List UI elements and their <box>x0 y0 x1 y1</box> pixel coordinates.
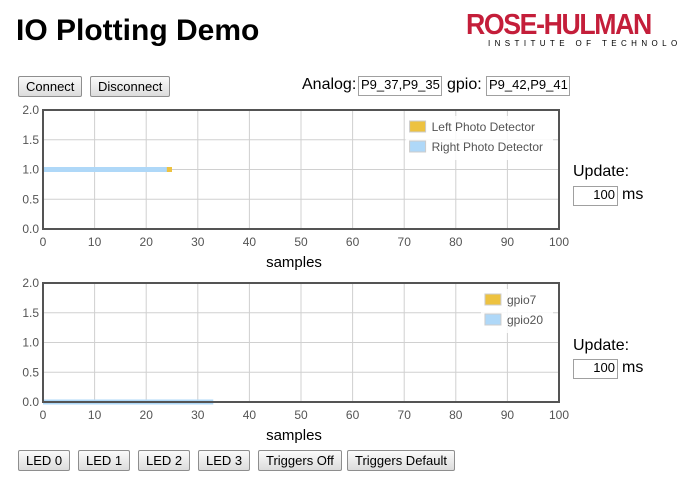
chart1-legend-label-1: Left Photo Detector <box>432 120 535 134</box>
gpio-input[interactable]: P9_42,P9_41 <box>486 76 570 96</box>
chart1-x-axis-label: samples <box>266 254 322 271</box>
chart1-x-tick-label: 60 <box>346 235 360 249</box>
chart2-x-tick-label: 70 <box>398 408 412 422</box>
chart1-x-tick-label: 10 <box>88 235 102 249</box>
chart2-x-tick-label: 50 <box>294 408 308 422</box>
chart1-x-tick-label: 80 <box>449 235 463 249</box>
chart2-x-tick-label: 100 <box>549 408 569 422</box>
led-3-button[interactable]: LED 3 <box>198 450 251 471</box>
chart1-legend <box>405 116 553 160</box>
plot2-update-input[interactable]: 100 <box>573 359 618 379</box>
chart2-x-tick-label: 80 <box>449 408 463 422</box>
chart2-x-tick-label: 10 <box>88 408 102 422</box>
chart2-x-tick-label: 30 <box>191 408 205 422</box>
chart1-legend-swatch-1 <box>409 120 427 133</box>
chart2-legend-swatch-1 <box>484 293 502 306</box>
chart2-y-tick-label: 1.5 <box>22 306 39 320</box>
chart1-legend-label-2: Right Photo Detector <box>432 140 543 154</box>
chart2-legend-label-2: gpio20 <box>507 313 543 327</box>
chart1-y-tick-label: 1.5 <box>22 133 39 147</box>
logo-main-text: ROSE-HULMAN <box>466 9 652 41</box>
chart1-x-tick-label: 30 <box>191 235 205 249</box>
chart1-plot-border <box>42 109 560 230</box>
chart2-x-tick-label: 40 <box>243 408 257 422</box>
chart2-x-tick-label: 90 <box>501 408 515 422</box>
chart1-legend-swatch-2 <box>409 140 427 153</box>
plot1-update-label: Update: <box>573 163 630 180</box>
led-1-button[interactable]: LED 1 <box>78 450 131 471</box>
led-2-button[interactable]: LED 2 <box>138 450 191 471</box>
chart2-x-tick-label: 60 <box>346 408 360 422</box>
chart2-legend-swatch-2 <box>484 313 502 326</box>
chart1-x-tick-label: 0 <box>40 235 47 249</box>
triggers-off-button[interactable]: Triggers Off <box>258 450 342 471</box>
chart1-x-tick-label: 90 <box>501 235 515 249</box>
chart1-y-tick-label: 1.0 <box>22 163 39 177</box>
chart1-x-tick-label: 100 <box>549 235 569 249</box>
plot1-update-input[interactable]: 100 <box>573 186 618 206</box>
analog-plot: 0.0 0.5 1.0 1.5 2.0 0 10 20 30 40 50 60 70 80 90 100 sam… <box>22 103 569 271</box>
chart2-legend-label-1: gpio7 <box>507 293 537 307</box>
analog-input[interactable]: P9_37,P9_35 <box>358 76 442 96</box>
chart1-y-tick-label: 2.0 <box>22 103 39 117</box>
analog-label: Analog: <box>302 76 357 93</box>
plot2-update-unit: ms <box>622 359 644 376</box>
gpio-label: gpio: <box>447 76 482 93</box>
triggers-default-button[interactable]: Triggers Default <box>347 450 455 471</box>
chart2-y-tick-label: 2.0 <box>22 276 39 290</box>
led-0-button[interactable]: LED 0 <box>18 450 71 471</box>
plot2-update-label: Update: <box>573 337 630 354</box>
page-title: IO Plotting Demo <box>16 14 260 47</box>
chart2-y-tick-label: 0.5 <box>22 365 39 379</box>
chart1-x-tick-label: 70 <box>398 235 412 249</box>
disconnect-button[interactable]: Disconnect <box>90 76 171 97</box>
chart2-x-axis-label: samples <box>266 427 322 444</box>
chart1-x-tick-label: 50 <box>294 235 308 249</box>
chart2-x-tick-label: 20 <box>140 408 154 422</box>
chart2-y-tick-label: 1.0 <box>22 336 39 350</box>
chart1-y-tick-label: 0.5 <box>22 192 39 206</box>
chart1-x-tick-label: 20 <box>140 235 154 249</box>
rose-hulman-logo: ROSE-HULMAN INSTITUTE OF TECHNOLOGY <box>466 9 677 50</box>
gpio-plot: 0.0 0.5 1.0 1.5 2.0 0 10 20 30 40 50 60 70 80 90 100 sam… <box>22 276 569 444</box>
chart1-x-tick-label: 40 <box>243 235 257 249</box>
plot1-update-unit: ms <box>622 186 644 203</box>
connect-button[interactable]: Connect <box>18 76 83 97</box>
logo-sub-text: INSTITUTE OF TECHNOLOGY <box>488 39 677 48</box>
chart1-y-tick-label: 0.0 <box>22 222 39 236</box>
chart2-y-tick-label: 0.0 <box>22 395 39 409</box>
chart2-x-tick-label: 0 <box>40 408 47 422</box>
chart2-plot-border <box>42 282 560 403</box>
